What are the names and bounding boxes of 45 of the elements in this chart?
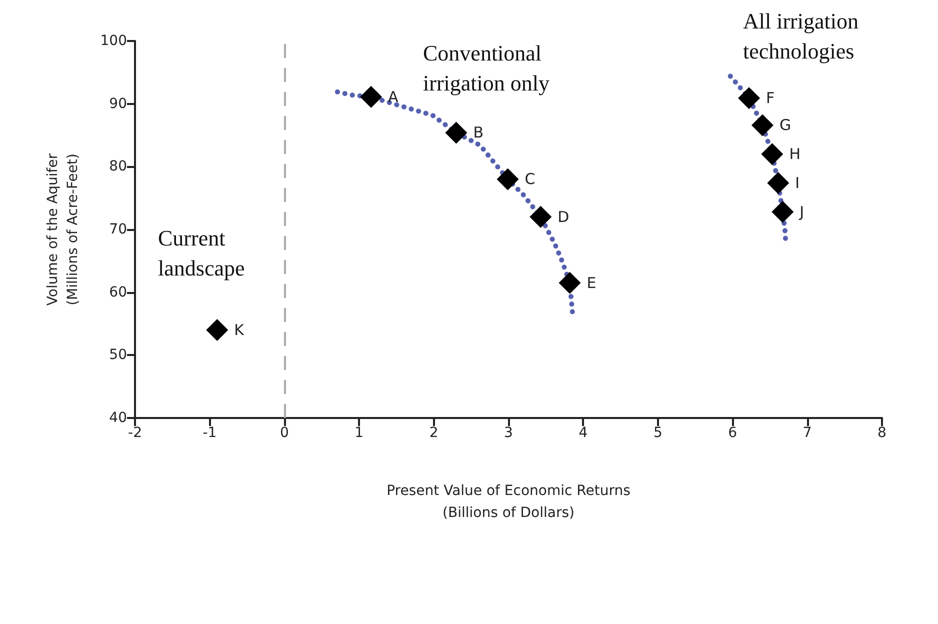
point	[496, 168, 519, 190]
x-axis-title: Present Value of Economic Returns (Billions of Dollars)	[386, 483, 630, 521]
y-tick-label: 60	[109, 284, 127, 300]
x-tick-label: 3	[504, 425, 513, 441]
x-tick-label: 6	[728, 425, 738, 441]
data-label: A	[388, 88, 400, 106]
x-tick-label: -1	[202, 425, 217, 441]
y-tick-label: 50	[109, 347, 127, 364]
data-label: E	[586, 274, 596, 292]
x-tick-label: 1	[354, 425, 364, 441]
data-label: K	[234, 321, 246, 340]
annotation: Conventional irrigation only	[423, 40, 550, 96]
x-tick-label: 0	[280, 425, 289, 441]
point	[445, 122, 468, 144]
point	[360, 86, 382, 108]
point	[530, 206, 552, 228]
point	[738, 87, 760, 110]
y-axis-title: Volume of the Aquifer (Millions of Acre-Feet)	[45, 153, 81, 306]
data-label: G	[779, 116, 792, 134]
point	[772, 200, 794, 223]
data-label: C	[524, 170, 536, 188]
point	[767, 172, 790, 194]
y-tick-label: 80	[109, 158, 127, 175]
y-tick-label: 40	[109, 410, 127, 426]
annotation: Current landscape	[158, 226, 245, 280]
x-tick-label: 7	[802, 425, 812, 441]
x-tick-label: 5	[653, 425, 662, 441]
point	[761, 143, 784, 166]
y-tick-label: 90	[109, 96, 127, 112]
data-label: I	[795, 174, 800, 192]
annotation: All irrigation technologies	[743, 8, 858, 64]
y-tick-label: 70	[109, 222, 127, 238]
x-tick-label: 2	[429, 425, 438, 441]
point	[206, 319, 228, 342]
data-label: F	[766, 89, 775, 108]
data-label: J	[798, 202, 804, 221]
data-label: H	[789, 145, 800, 164]
y-tick-label: 100	[100, 33, 127, 49]
x-tick-label: 8	[878, 425, 886, 441]
x-tick-label: 4	[578, 425, 588, 441]
point	[751, 114, 774, 136]
point	[558, 272, 581, 294]
x-tick-label: -2	[128, 425, 142, 441]
data-label: B	[473, 124, 484, 142]
data-label: D	[558, 208, 570, 226]
